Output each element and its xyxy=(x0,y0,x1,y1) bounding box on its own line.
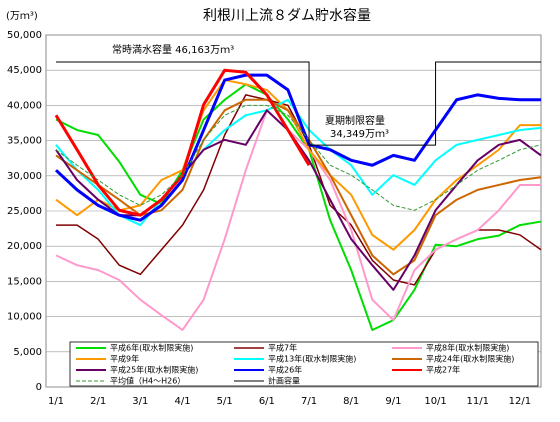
x-tick-label: 1/1 xyxy=(48,396,64,407)
x-tick-label: 10/1 xyxy=(424,396,446,407)
y-tick-label: 5,000 xyxy=(13,347,42,358)
legend-label: 平成7年 xyxy=(268,343,297,353)
legend-label: 平成9年 xyxy=(110,354,139,364)
series-line xyxy=(54,73,541,222)
x-tick-label: 2/1 xyxy=(90,396,106,407)
x-tick-label: 4/1 xyxy=(174,396,190,407)
y-unit: (万ｍ³) xyxy=(6,11,38,22)
legend-label: 平成13年(取水制限実施) xyxy=(268,354,356,364)
legend-label: 平成26年 xyxy=(268,365,302,375)
legend-label: 計画容量 xyxy=(268,376,300,386)
x-tick-label: 6/1 xyxy=(259,396,275,407)
annotation: 34,349万ｍ³ xyxy=(330,129,389,140)
y-tick-label: 0 xyxy=(36,382,42,393)
annotation: 常時満水容量 46,163万ｍ³ xyxy=(112,43,234,56)
y-tick-label: 50,000 xyxy=(7,30,42,41)
legend-label: 平均値（H4～H26） xyxy=(110,376,185,386)
series-line xyxy=(55,98,542,276)
series-line xyxy=(55,109,541,331)
series-line xyxy=(55,83,542,331)
annotation-bg xyxy=(108,43,258,57)
legend-label: 平成27年 xyxy=(426,365,460,375)
legend-box xyxy=(69,341,539,387)
y-tick-label: 15,000 xyxy=(7,276,42,287)
legend: 平成6年(取水制限実施) 平成7年 平成8年(取水制限実施) 平成9年 平成13年(取水… xyxy=(69,341,539,387)
legend-label: 平成25年(取水制限実施) xyxy=(110,365,198,375)
y-tick-label: 30,000 xyxy=(7,171,42,182)
series-line xyxy=(56,61,541,146)
annotation: 夏期制限容量 xyxy=(325,114,385,127)
y-tick-label: 35,000 xyxy=(7,136,42,147)
chart-title: 利根川上流８ダム貯水容量 xyxy=(203,7,371,24)
series-line xyxy=(55,104,542,211)
legend-label: 平成8年(取水制限実施) xyxy=(426,343,509,353)
y-tick-label: 10,000 xyxy=(7,312,42,323)
x-tick-label: 12/1 xyxy=(509,396,531,407)
x-tick-label: 5/1 xyxy=(217,396,233,407)
legend-label: 平成24年(取水制限実施) xyxy=(426,354,514,364)
x-tick-label: 9/1 xyxy=(385,396,401,407)
x-tick-label: 7/1 xyxy=(301,396,317,407)
x-tick-label: 8/1 xyxy=(343,396,359,407)
x-tick-label: 3/1 xyxy=(132,396,148,407)
x-tick-label: 11/1 xyxy=(467,396,489,407)
y-tick-label: 20,000 xyxy=(7,241,42,252)
series-line xyxy=(55,79,541,251)
y-tick-label: 25,000 xyxy=(7,206,42,217)
legend-label: 平成6年(取水制限実施) xyxy=(110,343,193,353)
y-tick-label: 40,000 xyxy=(7,100,42,111)
y-tick-label: 45,000 xyxy=(7,65,42,76)
